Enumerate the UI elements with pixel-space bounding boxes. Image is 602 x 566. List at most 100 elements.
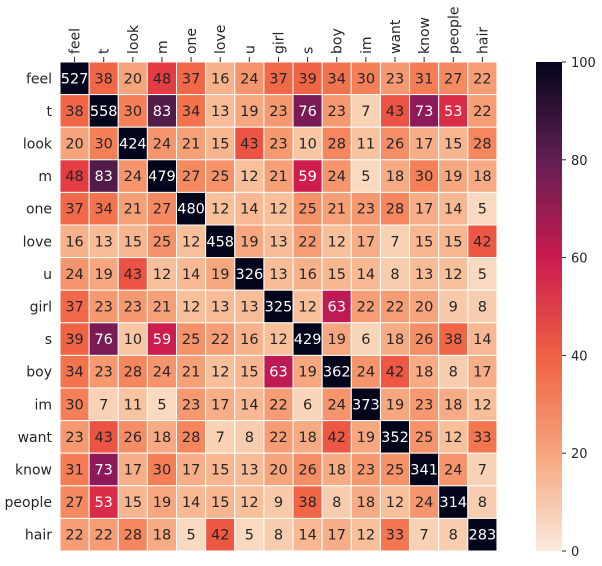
cell-value-label: 5 [157, 397, 166, 413]
cell-value-label: 12 [240, 169, 258, 185]
cell-value-label: 15 [124, 234, 142, 250]
heatmap-cell [350, 159, 381, 193]
cell-value-label: 73 [415, 104, 433, 120]
heatmap-cell [263, 452, 294, 487]
x-tick-label: love [213, 25, 229, 54]
cell-value-label: 13 [269, 267, 287, 283]
x-tick-label: people [446, 7, 462, 54]
cell-value-label: 34 [65, 365, 83, 381]
cell-value-label: 362 [323, 365, 351, 381]
x-tick-label: u [242, 45, 258, 54]
heatmap-cell [350, 322, 381, 356]
heatmap-cell [409, 517, 440, 552]
cell-value-label: 15 [211, 495, 229, 511]
cell-value-label: 12 [182, 234, 200, 250]
y-tick-label: love [23, 234, 52, 250]
cell-value-label: 21 [124, 202, 142, 218]
heatmap-cell [234, 517, 265, 552]
cell-value-label: 20 [415, 300, 433, 316]
cell-value-label: 15 [240, 365, 258, 381]
heatmap-cell [59, 452, 90, 487]
heatmap-cell [263, 420, 294, 454]
heatmap-cell [263, 159, 294, 193]
heatmap-cell [88, 224, 119, 259]
cell-value-label: 23 [357, 202, 375, 218]
cell-value-label: 458 [206, 234, 234, 250]
cell-value-label: 480 [177, 202, 205, 218]
cell-value-label: 17 [473, 365, 491, 381]
cell-value-label: 22 [94, 528, 112, 544]
cell-value-label: 14 [357, 267, 375, 283]
cell-value-label: 12 [298, 300, 316, 316]
heatmap-cell [263, 61, 294, 96]
heatmap-cell [467, 452, 498, 487]
y-tick-label: m [38, 169, 52, 185]
heatmap-cell [205, 126, 236, 161]
heatmap-cell [205, 224, 236, 259]
cell-value-label: 12 [153, 267, 171, 283]
cell-value-label: 34 [182, 104, 200, 120]
heatmap-cell [117, 322, 148, 356]
x-tick-label: know [417, 17, 433, 54]
heatmap-cell [88, 159, 119, 193]
heatmap-cell [176, 257, 207, 291]
cell-value-label: 26 [124, 430, 142, 446]
heatmap-cell [234, 126, 265, 161]
cell-value-label: 14 [240, 202, 258, 218]
y-tick-labels: feel t look m one love u girl s boy im want know peop… [5, 71, 53, 543]
heatmap-cell [59, 517, 90, 552]
heatmap-cell [379, 126, 411, 161]
cell-value-label: 12 [269, 202, 287, 218]
cell-value-label: 24 [357, 365, 375, 381]
cell-value-label: 8 [274, 528, 283, 544]
heatmap-cell [292, 322, 323, 356]
heatmap-cell [59, 485, 90, 519]
heatmap-cell [59, 191, 90, 226]
heatmap-cell [409, 485, 440, 519]
heatmap-cell [467, 191, 498, 226]
cell-value-label: 26 [415, 332, 433, 348]
heatmap-cell [59, 420, 90, 454]
heatmap-cell [88, 61, 119, 96]
heatmap-cell [88, 452, 119, 487]
cell-value-label: 13 [211, 300, 229, 316]
cell-value-label: 21 [328, 202, 346, 218]
heatmap-cell [379, 517, 411, 552]
cell-value-label: 17 [182, 463, 200, 479]
cell-value-label: 30 [94, 137, 112, 153]
cell-value-label: 19 [153, 495, 171, 511]
heatmap-cell [176, 159, 207, 193]
cell-value-label: 352 [381, 430, 409, 446]
cell-value-label: 39 [298, 71, 316, 87]
heatmap-cell [350, 420, 381, 454]
cell-value-label: 18 [357, 495, 375, 511]
heatmap-cell [438, 452, 469, 487]
heatmap-cell [321, 159, 352, 193]
cell-value-label: 37 [65, 202, 83, 218]
cell-value-label: 10 [124, 332, 142, 348]
cell-value-label: 8 [332, 495, 341, 511]
heatmap-cell [234, 224, 265, 259]
cell-value-label: 30 [153, 463, 171, 479]
heatmap-cell [263, 94, 294, 128]
x-tick-label: hair [475, 27, 491, 54]
heatmap-cell [146, 517, 178, 552]
cell-value-label: 13 [415, 267, 433, 283]
heatmap-cell [467, 322, 498, 356]
cell-value-label: 19 [328, 332, 346, 348]
y-tick-label: t [47, 104, 53, 120]
y-tick-label: s [45, 332, 52, 348]
cell-value-label: 373 [352, 397, 380, 413]
cell-value-label: 11 [124, 397, 142, 413]
cell-value-label: 9 [449, 300, 458, 316]
heatmap-cell [350, 452, 381, 487]
cell-value-label: 42 [328, 430, 346, 446]
x-tick-label: feel [68, 28, 84, 54]
cell-value-label: 38 [444, 332, 462, 348]
heatmap-cell [321, 354, 352, 389]
cell-value-label: 7 [216, 430, 225, 446]
cell-value-label: 18 [386, 332, 404, 348]
heatmap-cell [234, 485, 265, 519]
cell-value-label: 27 [182, 169, 200, 185]
cell-value-label: 12 [386, 495, 404, 511]
